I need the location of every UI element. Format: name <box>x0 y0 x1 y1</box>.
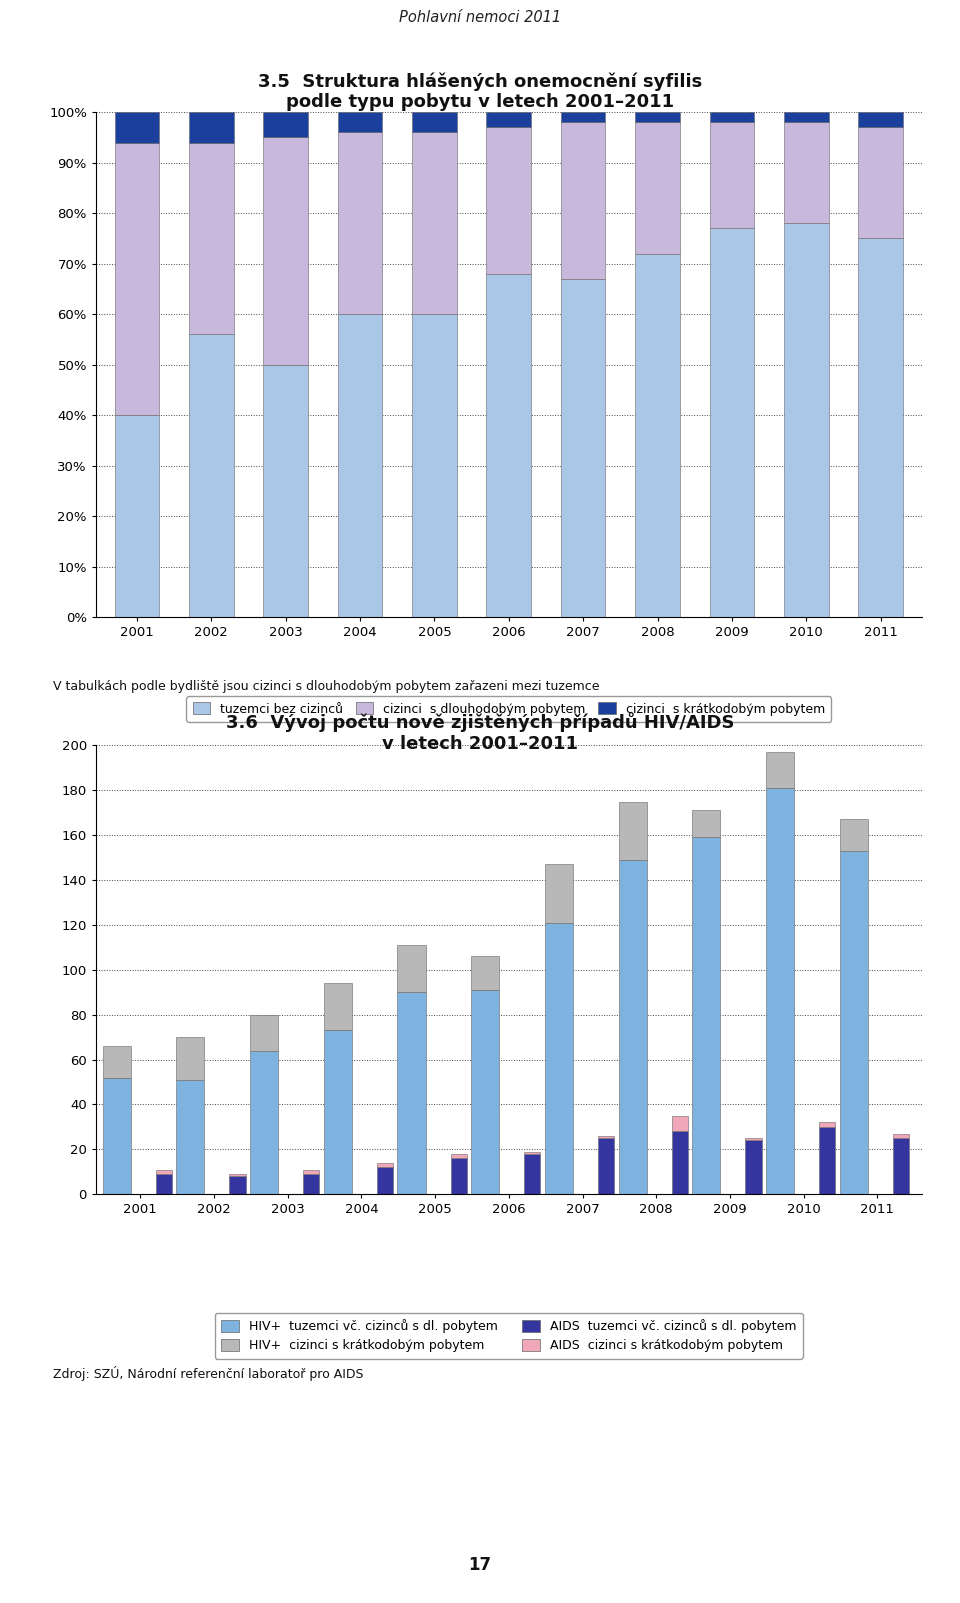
Bar <box>672 1132 688 1194</box>
Bar <box>250 1015 278 1050</box>
Bar <box>745 1138 761 1140</box>
Bar <box>103 1047 131 1077</box>
Bar <box>561 122 606 279</box>
Bar <box>338 314 382 617</box>
Bar <box>766 752 794 789</box>
Bar <box>377 1167 393 1194</box>
Bar <box>263 112 308 138</box>
Bar <box>709 122 755 228</box>
Bar <box>636 122 680 253</box>
Bar <box>598 1138 614 1194</box>
Legend: HIV+  tuzemci vč. cizinců s dl. pobytem, HIV+  cizinci s krátkodobým pobytem, AI: HIV+ tuzemci vč. cizinců s dl. pobytem, … <box>215 1313 803 1359</box>
Bar <box>524 1151 540 1154</box>
Text: Zdroj: SZÚ, Národní referenční laboratoř pro AIDS: Zdroj: SZÚ, Národní referenční laboratoř… <box>53 1366 363 1380</box>
Bar <box>745 1140 761 1194</box>
Bar <box>263 138 308 364</box>
Bar <box>784 122 828 223</box>
Bar <box>858 239 903 617</box>
Bar <box>709 112 755 122</box>
Bar <box>412 133 457 314</box>
Bar <box>229 1173 246 1177</box>
Bar <box>545 864 573 923</box>
Bar <box>450 1159 467 1194</box>
Bar <box>618 859 647 1194</box>
Bar <box>487 274 531 617</box>
Bar <box>229 1177 246 1194</box>
Bar <box>840 851 868 1194</box>
Bar <box>412 112 457 133</box>
Bar <box>114 143 159 415</box>
Bar <box>709 228 755 617</box>
Bar <box>784 223 828 617</box>
Bar <box>397 946 425 992</box>
Bar <box>487 112 531 127</box>
Bar <box>338 133 382 314</box>
Bar <box>524 1154 540 1194</box>
Bar <box>636 253 680 617</box>
Bar <box>250 1050 278 1194</box>
Bar <box>189 143 233 335</box>
Bar <box>840 819 868 851</box>
Bar <box>324 1031 351 1194</box>
Bar <box>377 1162 393 1167</box>
Bar <box>114 415 159 617</box>
Bar <box>303 1170 320 1173</box>
Bar <box>471 957 499 991</box>
Bar <box>156 1170 172 1173</box>
Bar <box>766 789 794 1194</box>
Bar <box>598 1137 614 1138</box>
Bar <box>784 112 828 122</box>
Bar <box>471 991 499 1194</box>
Bar <box>324 983 351 1031</box>
Bar <box>103 1077 131 1194</box>
Bar <box>338 112 382 133</box>
Bar <box>858 127 903 239</box>
Text: Pohlavní nemoci 2011: Pohlavní nemoci 2011 <box>399 10 561 26</box>
Bar <box>450 1154 467 1159</box>
Bar <box>893 1133 909 1138</box>
Bar <box>189 112 233 143</box>
Bar <box>545 923 573 1194</box>
Bar <box>114 112 159 143</box>
Text: 3.6  Vývoj počtu nově zjištěných případů HIV/AIDS
v letech 2001–2011: 3.6 Vývoj počtu nově zjištěných případů … <box>226 712 734 752</box>
Bar <box>303 1173 320 1194</box>
Text: V tabulkách podle bydliště jsou cizinci s dlouhodobým pobytem zařazeni mezi tuze: V tabulkách podle bydliště jsou cizinci … <box>53 680 599 692</box>
Bar <box>893 1138 909 1194</box>
Bar <box>692 811 720 837</box>
Text: 17: 17 <box>468 1557 492 1574</box>
Bar <box>636 112 680 122</box>
Bar <box>189 335 233 617</box>
Text: 3.5  Struktura hlášených onemocnění syfilis
podle typu pobytu v letech 2001–2011: 3.5 Struktura hlášených onemocnění syfil… <box>258 72 702 112</box>
Legend: tuzemci bez cizinců, cizinci  s dlouhodobým pobytem, cizinci  s krátkodobým poby: tuzemci bez cizinců, cizinci s dlouhodob… <box>186 696 831 721</box>
Bar <box>561 279 606 617</box>
Bar <box>397 992 425 1194</box>
Bar <box>487 127 531 274</box>
Bar <box>672 1116 688 1132</box>
Bar <box>858 112 903 127</box>
Bar <box>177 1080 204 1194</box>
Bar <box>692 837 720 1194</box>
Bar <box>263 364 308 617</box>
Bar <box>819 1127 835 1194</box>
Bar <box>618 802 647 859</box>
Bar <box>156 1173 172 1194</box>
Bar <box>412 314 457 617</box>
Bar <box>177 1037 204 1080</box>
Bar <box>819 1122 835 1127</box>
Bar <box>561 112 606 122</box>
